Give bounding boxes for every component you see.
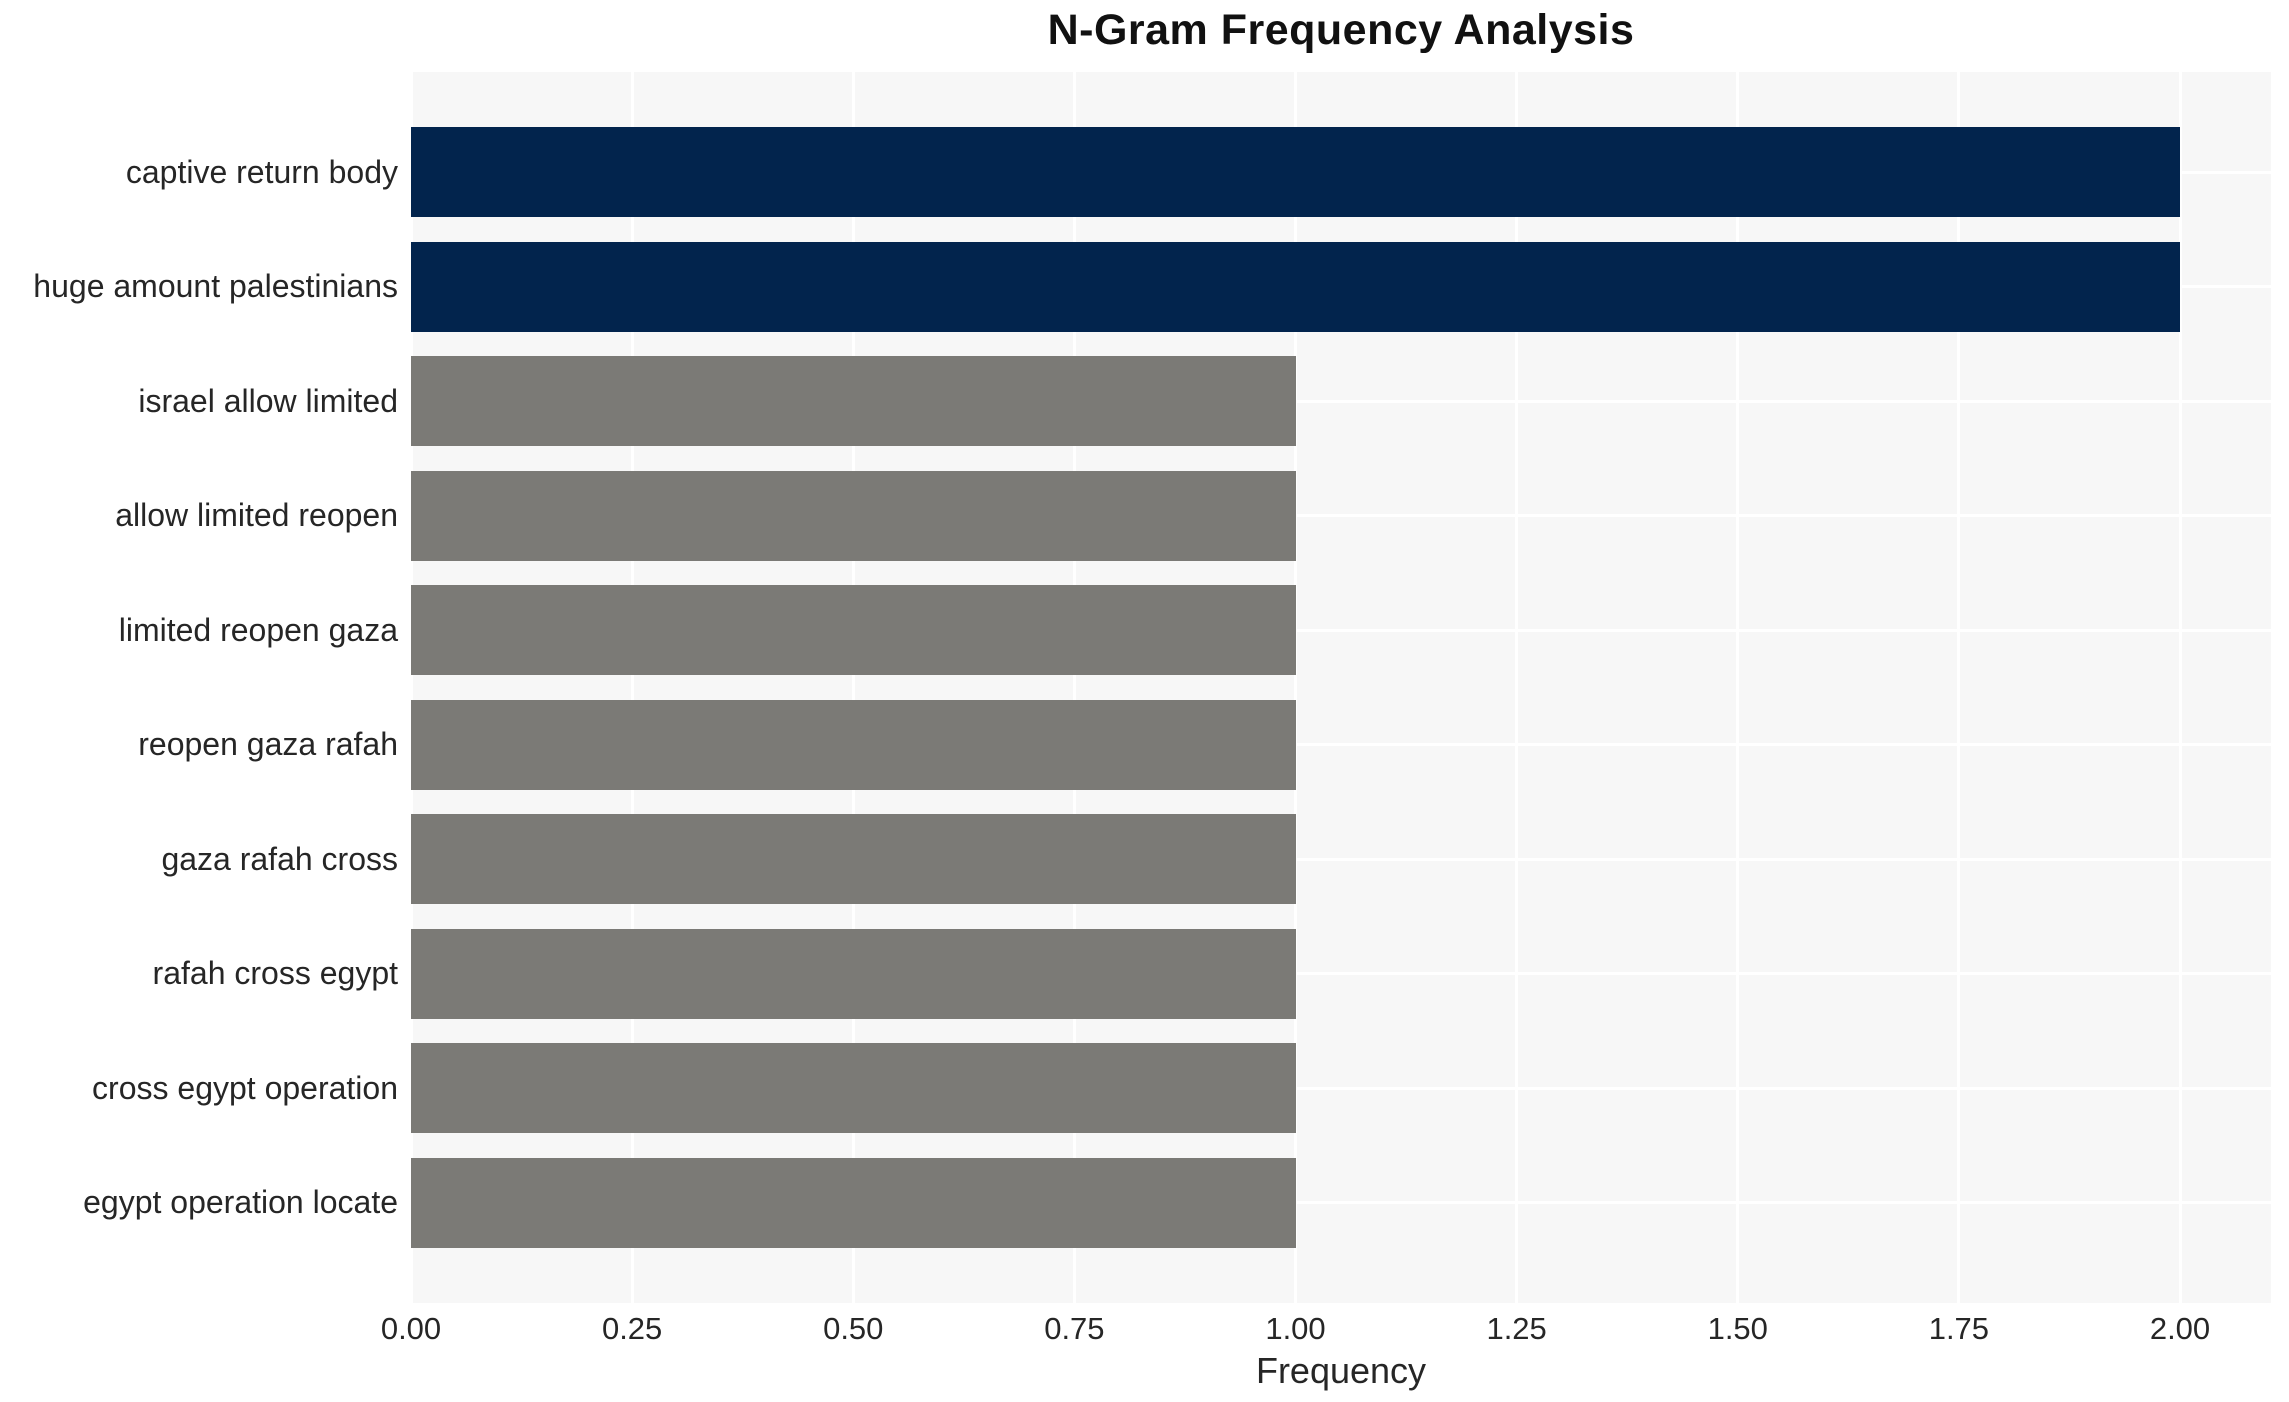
x-tick-label: 1.75 (1928, 1311, 1990, 1346)
x-tick-label: 0.00 (380, 1311, 442, 1346)
bar-rafah-cross-egypt (411, 928, 1296, 1019)
x-tick-label: 2.00 (2149, 1311, 2211, 1346)
vertical-gridline (1515, 72, 1519, 1303)
y-tick-label: limited reopen gaza (118, 611, 398, 648)
x-tick-label: 0.75 (1044, 1311, 1105, 1346)
bar-reopen-gaza-rafah (411, 699, 1296, 790)
horizontal-gridline (411, 628, 2271, 632)
x-axis-title: Frequency (1255, 1350, 1427, 1391)
bar-huge-amount-palestinians (411, 241, 2180, 332)
x-tick-label: 1.50 (1707, 1311, 1768, 1346)
y-tick-label: cross egypt operation (92, 1069, 398, 1106)
x-tick-label: 1.25 (1486, 1311, 1547, 1346)
horizontal-gridline (411, 1201, 2271, 1205)
bar-egypt-operation-locate (411, 1157, 1296, 1248)
x-tick-label: 0.50 (823, 1311, 884, 1346)
bar-cross-egypt-operation (411, 1043, 1296, 1134)
y-axis-labels: captive return body huge amount palestini… (0, 72, 398, 1303)
horizontal-gridline (411, 743, 2271, 747)
y-tick-label: gaza rafah cross (161, 840, 398, 877)
x-tick-label: 0.25 (601, 1311, 663, 1346)
bar-israel-allow-limited (411, 356, 1296, 447)
horizontal-gridline (411, 399, 2271, 403)
x-tick-label: 1.00 (1265, 1311, 1326, 1346)
vertical-gridline (2178, 72, 2182, 1303)
y-tick-label: allow limited reopen (115, 497, 398, 534)
y-tick-label: captive return body (125, 153, 398, 190)
horizontal-gridline (411, 514, 2271, 518)
vertical-gridline (1072, 72, 1076, 1303)
vertical-gridline (409, 72, 413, 1303)
vertical-gridline (1957, 72, 1961, 1303)
chart-title: N-Gram Frequency Analysis (1047, 6, 1635, 54)
bar-captive-return-body (411, 127, 2180, 218)
y-tick-label: israel allow limited (138, 382, 398, 419)
horizontal-gridline (411, 972, 2271, 976)
horizontal-gridline (411, 857, 2271, 861)
vertical-gridline (851, 72, 855, 1303)
bar-allow-limited-reopen (411, 470, 1296, 561)
y-tick-label: reopen gaza rafah (138, 726, 398, 763)
horizontal-gridline (411, 1086, 2271, 1090)
plot-area (409, 72, 2271, 1303)
vertical-gridline (1294, 72, 1297, 1303)
y-tick-label: huge amount palestinians (33, 268, 398, 305)
vertical-gridline (630, 72, 634, 1303)
y-tick-label: egypt operation locate (83, 1184, 398, 1221)
vertical-gridline (1736, 72, 1740, 1303)
bar-gaza-rafah-cross (411, 814, 1296, 905)
bar-limited-reopen-gaza (411, 585, 1296, 676)
y-tick-label: rafah cross egypt (152, 955, 398, 992)
